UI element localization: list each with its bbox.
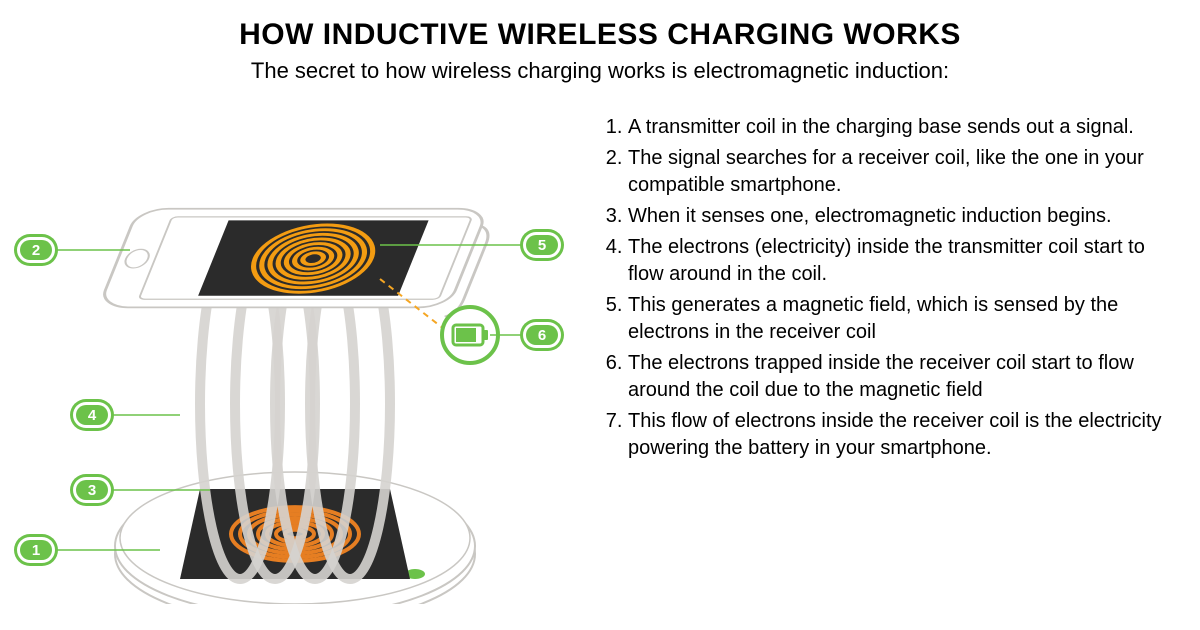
- page-subtitle: The secret to how wireless charging work…: [0, 58, 1200, 84]
- header: HOW INDUCTIVE WIRELESS CHARGING WORKS Th…: [0, 0, 1200, 84]
- step-item: When it senses one, electromagnetic indu…: [628, 203, 1170, 230]
- step-item: The electrons (electricity) inside the t…: [628, 234, 1170, 288]
- callout-badge-6: 6: [520, 319, 564, 351]
- step-item: This generates a magnetic field, which i…: [628, 292, 1170, 346]
- callout-badge-2: 2: [14, 234, 58, 266]
- svg-text:4: 4: [88, 407, 97, 424]
- callout-badge-4: 4: [70, 399, 114, 431]
- callout-badge-1: 1: [14, 534, 58, 566]
- callout-badge-5: 5: [520, 229, 564, 261]
- svg-text:2: 2: [32, 242, 40, 259]
- battery-icon: [442, 307, 498, 363]
- smartphone: [95, 209, 501, 317]
- steps-list: A transmitter coil in the charging base …: [600, 114, 1170, 462]
- diagram: 1 2 3 4 5 6: [0, 104, 600, 604]
- svg-text:6: 6: [538, 327, 546, 344]
- callout-badge-3: 3: [70, 474, 114, 506]
- svg-text:3: 3: [88, 482, 96, 499]
- content-row: 1 2 3 4 5 6 A transmitter coil in the chargin…: [0, 84, 1200, 604]
- step-item: The electrons trapped inside the receive…: [628, 350, 1170, 404]
- charging-base: [115, 472, 475, 604]
- page-title: HOW INDUCTIVE WIRELESS CHARGING WORKS: [0, 18, 1200, 52]
- step-item: This flow of electrons inside the receiv…: [628, 408, 1170, 462]
- step-item: A transmitter coil in the charging base …: [628, 114, 1170, 141]
- diagram-svg: 1 2 3 4 5 6: [0, 104, 600, 604]
- steps-column: A transmitter coil in the charging base …: [600, 104, 1170, 604]
- svg-text:1: 1: [32, 542, 40, 559]
- svg-text:5: 5: [538, 237, 546, 254]
- step-item: The signal searches for a receiver coil,…: [628, 145, 1170, 199]
